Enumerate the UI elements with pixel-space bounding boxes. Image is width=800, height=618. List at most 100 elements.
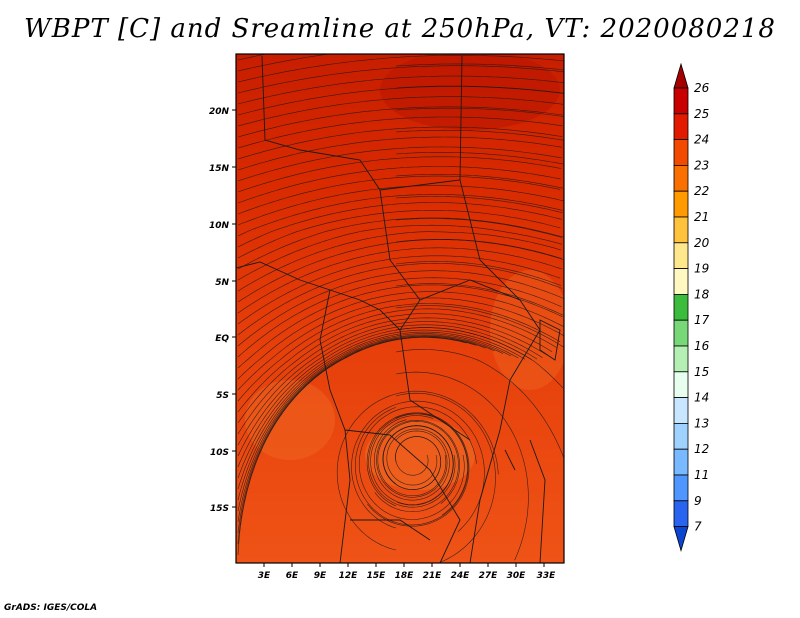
streamline xyxy=(237,156,562,193)
streamline xyxy=(395,283,564,316)
colorbar-label: 26 xyxy=(694,81,710,95)
streamline xyxy=(237,331,519,490)
colorbar-label: 22 xyxy=(694,184,709,198)
colorbar-swatch xyxy=(673,319,689,347)
boundary-congo xyxy=(399,329,471,441)
colorbar-swatch xyxy=(673,87,689,115)
streamline xyxy=(395,327,564,389)
lat-label: 10N xyxy=(209,221,230,231)
streamline xyxy=(237,333,512,501)
colorbar-label: 13 xyxy=(694,416,709,430)
colorbar-swatch xyxy=(673,448,689,476)
lon-label: 9E xyxy=(314,571,327,581)
streamline xyxy=(237,263,563,336)
streamline xyxy=(237,297,564,391)
lon-label: 18E xyxy=(395,571,415,581)
colorbar-swatch xyxy=(673,371,689,398)
streamline xyxy=(237,217,564,270)
lat-label: 5N xyxy=(215,278,229,288)
streamline xyxy=(395,85,564,94)
colorbar-swatch xyxy=(673,113,689,141)
colorbar-swatch xyxy=(673,190,689,218)
streamline xyxy=(237,136,562,171)
boundary-east xyxy=(459,179,541,563)
colorbar-label: 25 xyxy=(694,107,709,121)
map-title: WBPT [C] and Sreamline at 250hPa, VT: 20… xyxy=(24,14,776,44)
colorbar-label: 14 xyxy=(694,391,709,405)
colorbar-swatch xyxy=(673,345,689,373)
colorbar-label: 23 xyxy=(694,158,709,172)
lat-label: 10S xyxy=(210,448,229,458)
streamline xyxy=(395,129,564,141)
streamline xyxy=(395,152,564,165)
streamline xyxy=(237,336,486,534)
streamline xyxy=(395,239,562,259)
colorbar-swatch xyxy=(673,474,689,502)
colorbar-swatch xyxy=(673,500,689,527)
streamline xyxy=(237,54,329,72)
streamline xyxy=(237,277,562,358)
streamline xyxy=(237,166,561,204)
lon-label: 3E xyxy=(258,571,271,581)
warm-blob-east xyxy=(490,270,564,390)
streamline xyxy=(395,63,564,71)
streamline xyxy=(237,65,564,94)
lon-label: 6E xyxy=(286,571,299,581)
map-panel xyxy=(235,53,565,564)
coastline-mozambique xyxy=(529,439,546,563)
streamline xyxy=(368,413,468,516)
streamline xyxy=(374,420,459,513)
colorbar-label: 17 xyxy=(694,313,710,327)
colorbar-label: 19 xyxy=(694,262,709,276)
colorbar-swatch xyxy=(673,268,689,295)
colorbar-label: 16 xyxy=(694,339,710,353)
streamline xyxy=(237,86,564,116)
streamline xyxy=(395,349,564,458)
colorbar-label: 9 xyxy=(694,494,702,508)
boundary-angola xyxy=(344,429,461,563)
streamline xyxy=(395,196,563,214)
streamline xyxy=(395,371,529,561)
streamline xyxy=(237,335,495,523)
streamline xyxy=(237,324,538,457)
colorbar-label: 11 xyxy=(694,468,709,482)
streamline xyxy=(237,54,266,61)
streamline xyxy=(351,400,485,532)
streamline xyxy=(237,185,564,226)
map-frame xyxy=(235,53,565,564)
grads-credit: GrADS: IGES/COLA xyxy=(4,603,98,613)
streamline xyxy=(237,231,561,292)
lon-label: 30E xyxy=(507,571,527,581)
streamline xyxy=(395,107,564,117)
streamline xyxy=(366,412,470,527)
streamline xyxy=(237,146,562,182)
streamline xyxy=(237,308,557,413)
boundary-central xyxy=(359,279,521,331)
streamline xyxy=(237,303,561,402)
lon-label: 24E xyxy=(451,571,471,581)
streamline xyxy=(395,218,563,238)
lat-label: 15S xyxy=(210,504,229,514)
lon-label: 12E xyxy=(339,571,359,581)
lat-label: EQ xyxy=(215,334,229,344)
coastline-west-central xyxy=(319,289,351,563)
streamline xyxy=(237,247,562,314)
streamline xyxy=(237,210,561,259)
lon-axis: 3E 6E 9E 12E 15E 18E 21E 24E 27E 30E 33E xyxy=(258,571,556,581)
colorbar-arrow-bottom xyxy=(673,526,689,553)
lon-ticks xyxy=(263,563,545,567)
boundary-namibia xyxy=(350,519,431,541)
colorbar-swatch xyxy=(673,139,689,166)
boundary-chad xyxy=(379,189,421,301)
streamline xyxy=(237,75,564,105)
colorbar-label: 24 xyxy=(694,133,709,147)
lat-ticks xyxy=(232,109,236,508)
streamline xyxy=(395,174,564,189)
streamline xyxy=(237,194,563,237)
streamline xyxy=(382,425,454,491)
lon-label: 27E xyxy=(479,571,499,581)
streamline xyxy=(237,284,563,369)
colorbar-swatch xyxy=(673,164,689,192)
colorbar-swatch xyxy=(673,216,689,244)
streamline xyxy=(237,224,563,281)
